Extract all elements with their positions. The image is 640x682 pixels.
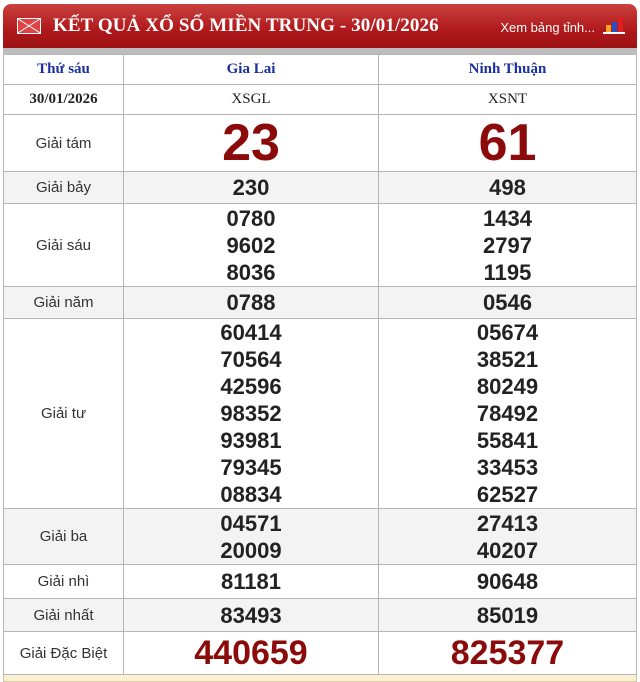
prize-number: 08834 bbox=[220, 482, 282, 507]
draw-date-text: 30/01/2026 bbox=[29, 91, 98, 107]
prize-number: 80249 bbox=[476, 374, 539, 399]
province-header-ninh-thuan[interactable]: Ninh Thuận bbox=[378, 54, 637, 85]
prize-number: 1195 bbox=[483, 259, 532, 285]
province-code-gia-lai[interactable]: XSGL bbox=[123, 84, 379, 115]
prize-number: 20009 bbox=[220, 537, 282, 563]
prize-row: Giải sáu 0780 9602 8036 1434 2797 1195 bbox=[3, 203, 637, 287]
prize-number: 61 bbox=[478, 114, 537, 172]
prize-number: 42596 bbox=[220, 374, 282, 399]
prize-number: 55841 bbox=[476, 428, 539, 453]
prize-numbers-gl: 230 bbox=[123, 171, 379, 204]
prize-number: 85019 bbox=[476, 602, 539, 628]
prize-number: 0546 bbox=[483, 290, 532, 315]
prize-row: Giải nhì 81181 90648 bbox=[3, 564, 637, 599]
prize-number: 62527 bbox=[476, 482, 539, 507]
prize-row: Giải nhất 83493 85019 bbox=[3, 598, 637, 632]
prize-row: Giải Đặc Biệt 440659 825377 bbox=[3, 631, 637, 675]
prize-number: 98352 bbox=[220, 401, 282, 426]
prize-number: 27413 bbox=[476, 510, 539, 536]
prize-row: Giải tư 60414 70564 42596 98352 93981 79345 088… bbox=[3, 318, 637, 509]
header-divider bbox=[3, 48, 637, 54]
prize-label: Giải năm bbox=[3, 286, 124, 319]
prize-row: Giải bảy 230 498 bbox=[3, 171, 637, 204]
prize-numbers-nt: 27413 40207 bbox=[378, 508, 637, 565]
prize-numbers-nt: 498 bbox=[378, 171, 637, 204]
prize-label: Giải tám bbox=[3, 114, 124, 172]
prize-number: 79345 bbox=[220, 455, 282, 480]
prize-number: 33453 bbox=[476, 455, 539, 480]
prize-numbers-nt: 0546 bbox=[378, 286, 637, 319]
prize-number: 0788 bbox=[226, 290, 276, 315]
prize-label: Giải bảy bbox=[3, 171, 124, 204]
prize-numbers-gl: 83493 bbox=[123, 598, 379, 632]
prize-numbers-nt: 61 bbox=[378, 114, 637, 172]
prize-number: 8036 bbox=[226, 259, 276, 285]
prize-numbers-gl: 60414 70564 42596 98352 93981 79345 08834 bbox=[123, 318, 379, 509]
prize-number: 70564 bbox=[220, 347, 282, 372]
prize-numbers-gl: 04571 20009 bbox=[123, 508, 379, 565]
bar-chart-icon[interactable] bbox=[603, 16, 625, 34]
prize-numbers-nt: 90648 bbox=[378, 564, 637, 599]
prize-numbers-nt: 825377 bbox=[378, 631, 637, 675]
prize-number: 83493 bbox=[220, 602, 282, 628]
prize-row: Giải tám 23 61 bbox=[3, 114, 637, 172]
prize-number: 0780 bbox=[226, 205, 276, 231]
prize-label: Giải nhì bbox=[3, 564, 124, 599]
prize-number: 05674 bbox=[476, 320, 539, 345]
prize-number: 60414 bbox=[220, 320, 282, 345]
day-header: Thứ sáu bbox=[3, 54, 124, 85]
prize-number: 40207 bbox=[476, 537, 539, 563]
prize-number: 93981 bbox=[220, 428, 282, 453]
prize-number: 440659 bbox=[194, 634, 308, 672]
prize-number: 90648 bbox=[476, 569, 539, 594]
prize-number: 498 bbox=[489, 175, 526, 200]
footer-strip bbox=[3, 675, 637, 682]
view-provinces-link[interactable]: Xem bảng tỉnh... bbox=[500, 20, 595, 35]
prize-label: Giải tư bbox=[3, 318, 124, 509]
prize-label: Giải Đặc Biệt bbox=[3, 631, 124, 675]
prize-numbers-nt: 1434 2797 1195 bbox=[378, 203, 637, 287]
prize-number: 23 bbox=[222, 114, 280, 172]
province-header-gia-lai[interactable]: Gia Lai bbox=[123, 54, 379, 85]
prize-number: 230 bbox=[232, 175, 270, 200]
prize-number: 825377 bbox=[450, 634, 565, 672]
prize-label: Giải sáu bbox=[3, 203, 124, 287]
prize-numbers-gl: 0788 bbox=[123, 286, 379, 319]
prize-number: 2797 bbox=[483, 232, 532, 258]
prize-number: 38521 bbox=[476, 347, 539, 372]
header-bar: KẾT QUẢ XỔ SỐ MIỀN TRUNG - 30/01/2026 Xe… bbox=[3, 4, 637, 48]
prize-number: 81181 bbox=[221, 569, 281, 594]
prize-numbers-nt: 85019 bbox=[378, 598, 637, 632]
draw-date: 30/01/2026 bbox=[3, 84, 124, 115]
prize-label: Giải nhất bbox=[3, 598, 124, 632]
prize-row: Giải năm 0788 0546 bbox=[3, 286, 637, 319]
prize-label: Giải ba bbox=[3, 508, 124, 565]
results-panel: KẾT QUẢ XỔ SỐ MIỀN TRUNG - 30/01/2026 Xe… bbox=[3, 4, 637, 682]
prize-numbers-gl: 440659 bbox=[123, 631, 379, 675]
results-table: Thứ sáu Gia Lai Ninh Thuận 30/01/2026 XS… bbox=[3, 54, 637, 675]
province-code-ninh-thuan[interactable]: XSNT bbox=[378, 84, 637, 115]
prize-number: 9602 bbox=[226, 232, 276, 258]
prize-numbers-gl: 81181 bbox=[123, 564, 379, 599]
prize-number: 1434 bbox=[483, 205, 532, 231]
prize-number: 78492 bbox=[476, 401, 539, 426]
prize-numbers-gl: 0780 9602 8036 bbox=[123, 203, 379, 287]
prize-row: Giải ba 04571 20009 27413 40207 bbox=[3, 508, 637, 565]
prize-numbers-nt: 05674 38521 80249 78492 55841 33453 62527 bbox=[378, 318, 637, 509]
page-title: KẾT QUẢ XỔ SỐ MIỀN TRUNG - 30/01/2026 bbox=[53, 15, 439, 36]
prize-numbers-gl: 23 bbox=[123, 114, 379, 172]
prize-number: 04571 bbox=[220, 510, 282, 536]
mail-icon bbox=[17, 18, 41, 34]
